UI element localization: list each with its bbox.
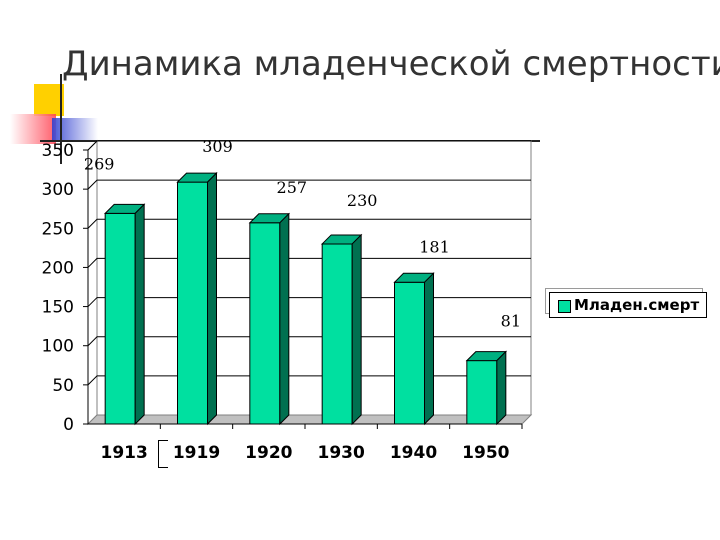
ornament-vertical-line — [60, 74, 62, 164]
y-tick-label: 50 — [52, 376, 74, 396]
legend-label: Младен.смерт — [574, 296, 700, 314]
data-label: 309 — [202, 137, 233, 156]
bar — [249, 222, 281, 425]
x-tick-label: 1913 — [101, 443, 148, 463]
gridline — [87, 297, 531, 307]
bar-side — [424, 272, 434, 426]
bar-side — [134, 203, 145, 426]
plot-back-wall — [96, 140, 532, 416]
x-tick-label: 1930 — [318, 443, 365, 463]
gridline — [87, 218, 531, 229]
legend-swatch — [558, 300, 571, 313]
x-tick-label: 1950 — [462, 443, 509, 463]
legend: Младен.смерт — [549, 292, 707, 318]
plot-floor — [86, 414, 533, 425]
gridline — [87, 257, 531, 268]
ornament-red-square — [10, 114, 56, 144]
data-label: 230 — [347, 191, 378, 210]
data-label: 269 — [84, 154, 115, 173]
bar-side — [496, 350, 507, 426]
gridline — [87, 140, 531, 151]
slide-title: Динамика младенческой смертности — [62, 44, 720, 84]
x-tick-label: 1920 — [245, 443, 292, 463]
bar-side — [279, 212, 290, 426]
ornament-blue-square — [52, 118, 98, 142]
gridline — [87, 375, 531, 386]
y-tick-label: 250 — [42, 219, 74, 239]
y-tick-label: 0 — [63, 415, 74, 435]
data-label: 81 — [501, 312, 521, 331]
bar — [177, 181, 208, 425]
bar — [321, 243, 353, 425]
bracket-mark — [158, 440, 168, 468]
bar-side — [351, 233, 362, 426]
y-tick-label: 300 — [42, 180, 74, 200]
x-tick-label: 1919 — [173, 443, 220, 463]
bar-side — [207, 171, 217, 426]
data-label: 257 — [277, 178, 308, 197]
ornament-yellow-square — [34, 84, 64, 116]
bar — [394, 281, 425, 425]
gridline — [87, 179, 531, 190]
bar — [104, 212, 136, 425]
x-tick-label: 1940 — [390, 443, 437, 463]
y-tick-label: 150 — [42, 298, 74, 318]
y-tick-label: 350 — [42, 141, 74, 161]
y-tick-label: 100 — [42, 337, 74, 357]
gridline — [87, 336, 531, 347]
data-label: 181 — [419, 237, 450, 256]
plot-side-wall — [87, 139, 98, 426]
bar — [466, 360, 498, 425]
y-tick-label: 200 — [42, 258, 74, 278]
